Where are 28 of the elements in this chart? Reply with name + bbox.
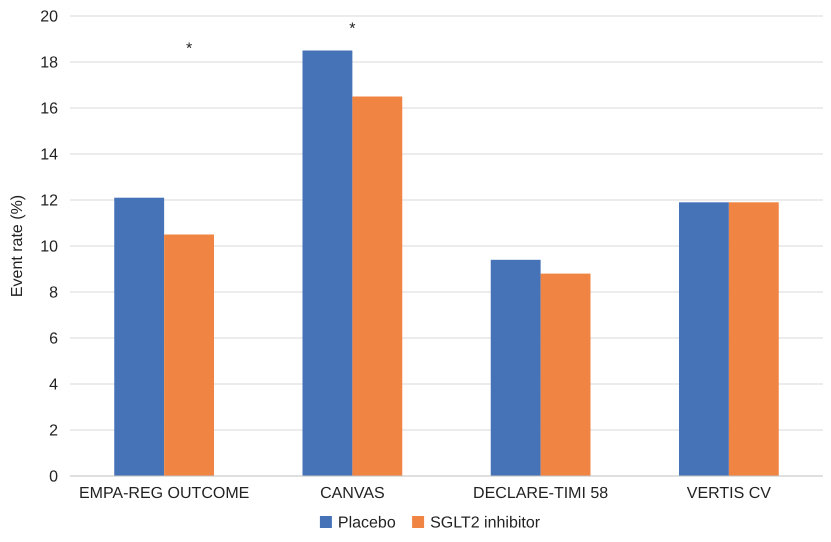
y-tick-label: 4 <box>49 376 58 394</box>
bar <box>164 234 214 476</box>
annotation: * <box>186 40 192 58</box>
bar <box>540 274 591 476</box>
x-tick-label: EMPA-REG OUTCOME <box>78 485 250 502</box>
bar <box>302 50 352 476</box>
bar <box>678 202 729 476</box>
y-tick-label: 10 <box>40 238 58 256</box>
y-tick-label: 0 <box>49 468 58 486</box>
y-tick-label: 12 <box>40 192 58 210</box>
legend-label: SGLT2 inhibitor <box>430 514 541 532</box>
y-tick-label: 6 <box>49 330 58 348</box>
bar <box>352 96 402 476</box>
x-tick-label: CANVAS <box>320 485 385 502</box>
y-tick-label: 18 <box>40 54 58 72</box>
y-axis-title: Event rate (%) <box>9 194 26 298</box>
x-tick-label: VERTIS CV <box>686 485 772 502</box>
y-tick-label: 16 <box>40 100 58 118</box>
y-tick-label: 8 <box>49 284 58 302</box>
annotation: * <box>349 20 356 38</box>
legend-label: Placebo <box>338 514 396 532</box>
y-tick-label: 20 <box>40 8 58 26</box>
x-tick-label: DECLARE-TIMI 58 <box>473 485 608 502</box>
y-tick-label: 2 <box>49 422 58 440</box>
bar <box>728 202 779 476</box>
y-tick-label: 14 <box>40 146 58 164</box>
bar <box>114 198 164 476</box>
bar <box>490 260 541 476</box>
